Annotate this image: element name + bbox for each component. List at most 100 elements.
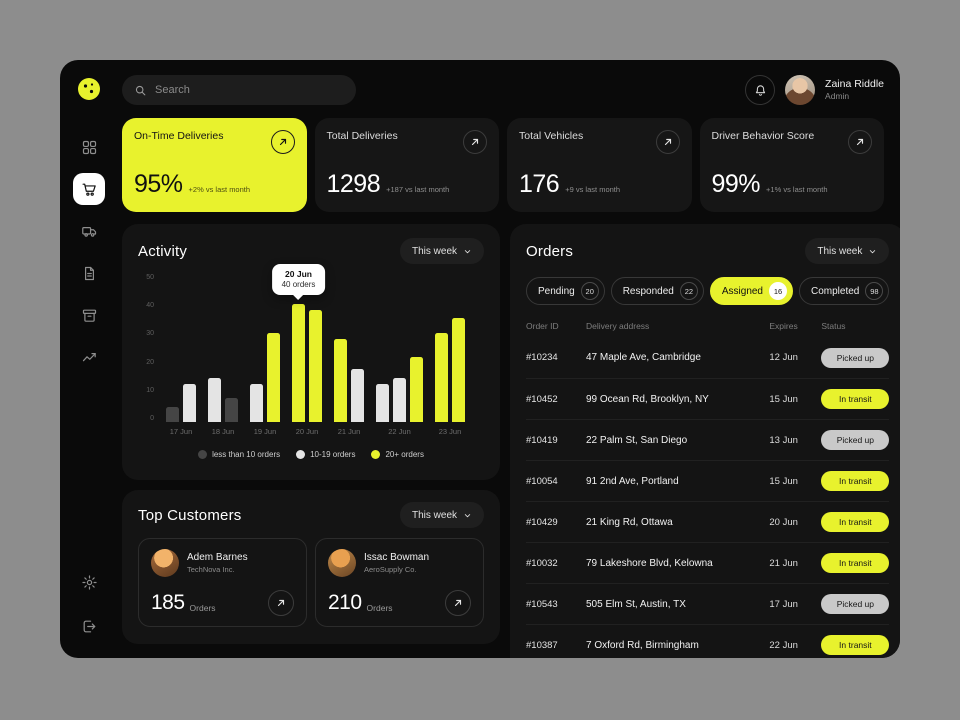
sidebar-nav [73, 131, 105, 373]
table-row[interactable]: #10032 79 Lakeshore Blvd, Kelowna 21 Jun In… [526, 542, 890, 583]
kpi-open-button[interactable] [848, 130, 872, 154]
chart-bar [183, 384, 196, 422]
chevron-down-icon [464, 249, 471, 253]
legend-dot [296, 450, 306, 459]
activity-range-label: This week [411, 245, 457, 257]
orders-tab-completed[interactable]: Completed 98 [799, 277, 890, 305]
sidebar-item-analytics[interactable] [73, 341, 105, 373]
table-row[interactable]: #10452 99 Ocean Rd, Brooklyn, NY 15 Jun In … [526, 378, 890, 419]
chart-bar [250, 384, 263, 422]
customer-company: TechNova Inc. [187, 565, 235, 574]
status-badge: In transit [821, 635, 890, 655]
order-address: 99 Ocean Rd, Brooklyn, NY [586, 393, 709, 405]
orders-tab-responded[interactable]: Responded 22 [610, 277, 704, 305]
customer-card: Adem Barnes TechNova Inc. 185 Orders [138, 538, 307, 627]
kpi-open-button[interactable] [655, 130, 680, 154]
table-row[interactable]: #10054 91 2nd Ave, Portland 15 Jun In trans… [526, 460, 890, 501]
column-header: Status [821, 321, 846, 331]
chart-x-label: 19 Jun [253, 427, 277, 436]
sidebar-item-orders[interactable] [73, 173, 105, 205]
chart-y-tick: 10 [146, 386, 154, 394]
activity-range-dropdown[interactable]: This week [399, 238, 484, 264]
order-id: #10543 [526, 598, 558, 610]
table-row[interactable]: #10419 22 Palm St, San Diego 13 Jun Picked … [526, 419, 890, 460]
order-id: #10387 [526, 639, 558, 651]
table-row[interactable]: #10429 21 King Rd, Ottawa 20 Jun In transit [526, 501, 890, 542]
chevron-down-icon [464, 513, 471, 517]
chart-bar [452, 318, 465, 422]
kpi-open-button[interactable] [463, 130, 487, 154]
chart-bar [334, 339, 347, 422]
table-row[interactable]: #10234 47 Maple Ave, Cambridge 12 Jun Picke… [526, 337, 890, 378]
kpi-card-top: Total Deliveries [327, 130, 487, 154]
order-id: #10054 [526, 475, 558, 487]
gear-icon [81, 574, 97, 590]
arrow-up-right-icon [664, 138, 671, 146]
orders-tabs: Pending 20 Responded 22 Assigned 16 Completed 9… [526, 277, 890, 305]
search-input[interactable] [155, 84, 344, 96]
orders-range-dropdown[interactable]: This week [805, 238, 890, 264]
chart-x-label: 21 Jun [337, 427, 361, 436]
activity-panel: Activity This week 50 40 30 20 10 0 17 Jun 18 … [122, 224, 500, 480]
chart-y-tick: 20 [146, 358, 154, 366]
table-row[interactable]: #10387 7 Oxford Rd, Birmingham 22 Jun In tr… [526, 624, 890, 658]
sidebar-item-fleet[interactable] [73, 215, 105, 247]
tab-label: Responded [622, 285, 674, 297]
kpi-value: 1298 [326, 170, 381, 198]
customer-open-button[interactable] [445, 590, 471, 616]
customer-orders-count: 185 [151, 591, 185, 614]
chart-bar [393, 378, 406, 422]
notifications-button[interactable] [745, 75, 776, 105]
customers-range-dropdown[interactable]: This week [399, 502, 484, 528]
customer-cards: Adem Barnes TechNova Inc. 185 Orders Issac B… [138, 538, 484, 627]
arrow-up-right-icon [454, 599, 462, 607]
customer-open-button[interactable] [268, 590, 294, 616]
chart-x-label: 18 Jun [211, 427, 235, 436]
orders-title: Orders [526, 242, 574, 260]
order-address: 505 Elm St, Austin, TX [586, 598, 686, 610]
order-id: #10452 [526, 393, 558, 405]
chart-x-label: 23 Jun [438, 427, 462, 436]
legend-dot [371, 450, 381, 459]
chart-bar-group: 17 Jun [166, 274, 196, 436]
user-avatar[interactable] [785, 75, 816, 105]
app-logo-icon [78, 78, 100, 100]
table-row[interactable]: #10543 505 Elm St, Austin, TX 17 Jun Picked… [526, 583, 890, 624]
chart-bar [267, 333, 280, 422]
customer-name: Issac Bowman [364, 552, 430, 563]
legend-label: less than 10 orders [212, 450, 281, 459]
sidebar-item-documents[interactable] [73, 257, 105, 289]
tab-label: Completed [811, 285, 860, 297]
orders-tab-pending[interactable]: Pending 20 [526, 277, 605, 305]
grid-icon [82, 140, 96, 154]
status-badge: Picked up [821, 430, 890, 450]
bell-icon [755, 84, 765, 96]
customer-card: Issac Bowman AeroSupply Co. 210 Orders [315, 538, 484, 627]
sidebar [60, 60, 118, 658]
document-icon [84, 266, 94, 280]
customers-range-label: This week [411, 509, 457, 521]
customer-orders-label: Orders [189, 603, 216, 613]
order-address: 22 Palm St, San Diego [586, 434, 688, 446]
status-badge: In transit [821, 389, 890, 409]
sidebar-item-settings[interactable] [73, 566, 105, 598]
chart-bar [376, 384, 389, 422]
orders-panel: Orders This week Pending 20 Responded 22 Ass… [510, 224, 900, 658]
kpi-cards-row: On-Time Deliveries 95% +2% vs last month To… [122, 118, 884, 212]
kpi-card-top: Driver Behavior Score [712, 130, 872, 154]
customer-name: Adem Barnes [187, 552, 248, 563]
package-icon [82, 309, 96, 322]
orders-tab-assigned[interactable]: Assigned 16 [709, 277, 793, 305]
kpi-title: Total Vehicles [519, 130, 584, 142]
kpi-card-bottom: 1298 +187 vs last month [327, 170, 488, 199]
sidebar-item-dashboard[interactable] [73, 131, 105, 163]
top-customers-title: Top Customers [138, 506, 242, 524]
kpi-open-button[interactable] [270, 130, 295, 154]
activity-header: Activity This week [138, 238, 484, 264]
chart-bar [208, 378, 221, 422]
sidebar-item-logout[interactable] [73, 610, 105, 642]
sidebar-item-packages[interactable] [73, 299, 105, 331]
chart-x-label: 17 Jun [169, 427, 193, 436]
status-badge: In transit [821, 512, 890, 532]
order-id: #10234 [526, 352, 558, 363]
